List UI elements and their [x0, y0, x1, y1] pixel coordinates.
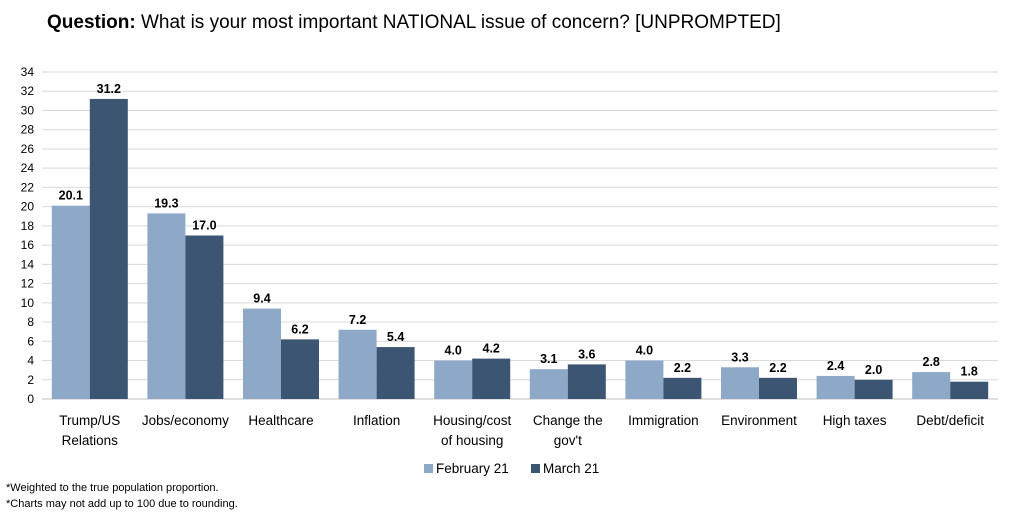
chart-title: Question: What is your most important NA… — [47, 12, 781, 34]
bar-february — [529, 369, 568, 399]
y-tick-label: 16 — [21, 238, 35, 252]
bar-march — [950, 381, 989, 399]
bar-february — [912, 372, 951, 399]
bar-february — [51, 205, 90, 399]
title-text: What is your most important NATIONAL iss… — [140, 12, 781, 33]
y-tick-label: 24 — [21, 161, 35, 175]
x-tick-label: Relations — [62, 433, 119, 448]
data-label: 4.0 — [445, 344, 462, 358]
x-tick-label: Inflation — [353, 413, 400, 428]
data-label: 2.0 — [865, 363, 882, 377]
footnote-weighting: *Weighted to the true population proport… — [6, 482, 219, 494]
x-tick-label: Change the — [533, 413, 603, 428]
bar-march — [376, 347, 415, 399]
data-label: 4.0 — [636, 344, 653, 358]
data-label: 19.3 — [154, 196, 178, 210]
bar-february — [434, 360, 473, 399]
data-label: 2.4 — [827, 359, 844, 373]
bar-february — [721, 367, 759, 399]
y-tick-label: 18 — [21, 219, 35, 233]
legend-swatch-february — [424, 464, 433, 473]
legend-swatch-march — [531, 464, 540, 473]
bar-march — [854, 379, 893, 399]
x-tick-label: Debt/deficit — [916, 413, 984, 428]
data-label: 1.8 — [961, 365, 978, 379]
data-label: 9.4 — [253, 292, 270, 306]
y-tick-label: 22 — [21, 180, 35, 194]
bar-march — [472, 358, 511, 399]
data-label: 2.2 — [769, 361, 786, 375]
data-label: 3.6 — [578, 347, 595, 361]
bar-march — [89, 98, 128, 399]
data-label: 4.2 — [483, 342, 500, 356]
data-label: 20.1 — [59, 189, 83, 203]
bar-march — [759, 377, 797, 399]
data-label: 5.4 — [387, 330, 404, 344]
y-tick-label: 32 — [21, 84, 35, 98]
x-tick-label: gov't — [554, 433, 582, 448]
x-tick-label: Immigration — [628, 413, 699, 428]
data-label: 7.2 — [349, 313, 366, 327]
title-prefix: Question: — [47, 12, 136, 33]
y-tick-label: 6 — [27, 334, 34, 348]
x-tick-label: High taxes — [823, 413, 887, 428]
y-tick-label: 12 — [21, 277, 35, 291]
x-tick-label: of housing — [441, 433, 503, 448]
y-tick-label: 34 — [21, 65, 35, 79]
y-tick-label: 30 — [21, 103, 35, 117]
y-tick-label: 10 — [21, 296, 35, 310]
bar-march — [281, 339, 319, 399]
bar-february — [625, 360, 664, 399]
y-tick-label: 0 — [27, 392, 34, 406]
bar-march — [663, 377, 702, 399]
data-label: 3.3 — [731, 350, 748, 364]
data-label: 17.0 — [192, 219, 216, 233]
footnote-rounding: *Charts may not add up to 100 due to rou… — [6, 498, 238, 510]
y-tick-label: 28 — [21, 123, 35, 137]
x-tick-label: Jobs/economy — [142, 413, 229, 428]
y-tick-label: 26 — [21, 142, 35, 156]
y-tick-label: 14 — [21, 257, 35, 271]
data-label: 2.8 — [923, 355, 940, 369]
bar-february — [147, 213, 186, 399]
x-tick-label: Environment — [721, 413, 797, 428]
bar-march — [185, 235, 224, 399]
data-label: 31.2 — [97, 82, 121, 96]
data-label: 3.1 — [540, 352, 557, 366]
bar-february — [816, 375, 855, 399]
y-tick-label: 2 — [27, 373, 34, 387]
x-tick-label: Housing/cost — [433, 413, 511, 428]
legend-label-march: March 21 — [543, 461, 599, 476]
x-tick-label: Trump/US — [59, 413, 120, 428]
data-label: 6.2 — [291, 322, 308, 336]
x-tick-label: Healthcare — [248, 413, 313, 428]
y-tick-label: 20 — [21, 200, 35, 214]
y-tick-label: 4 — [27, 354, 34, 368]
y-tick-label: 8 — [27, 315, 34, 329]
bar-march — [567, 364, 606, 399]
legend-label-february: February 21 — [436, 461, 509, 476]
data-label: 2.2 — [674, 361, 691, 375]
bar-february — [243, 308, 281, 399]
bar-february — [338, 329, 377, 399]
